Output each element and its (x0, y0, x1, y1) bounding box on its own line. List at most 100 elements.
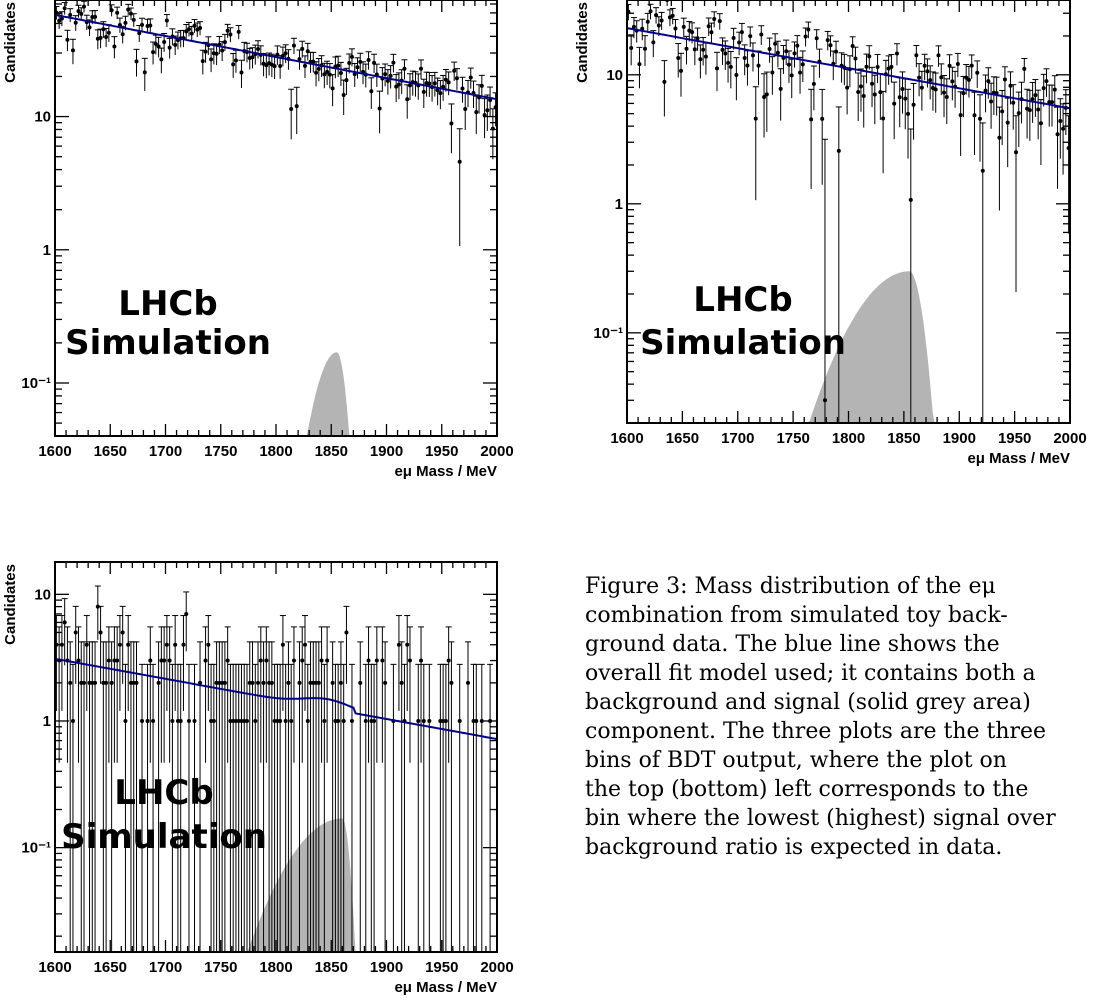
data-point (155, 36, 162, 58)
data-point (249, 641, 256, 952)
data-point (929, 71, 936, 111)
chart-panel-top-left: 1600 1650 1700 1750 1800 1850 1900 1950 2000 10⁻¹… (2, 0, 514, 480)
data-point (395, 72, 402, 100)
data-point (404, 615, 411, 711)
data-point (279, 615, 286, 711)
data-point (58, 615, 65, 711)
data-point (371, 53, 378, 73)
data-point (108, 4, 115, 17)
data-point (705, 17, 712, 36)
data-point (235, 24, 242, 40)
data-point (61, 2, 68, 15)
data-point (833, 40, 840, 65)
data-point (158, 47, 165, 74)
data-point (467, 67, 474, 89)
data-point (464, 641, 471, 952)
data-point (241, 663, 248, 952)
signal-area (759, 271, 949, 423)
data-point (379, 67, 386, 92)
data-point (866, 45, 873, 70)
data-point (384, 69, 391, 95)
data-point (114, 626, 121, 763)
data-point (199, 49, 206, 75)
data-point (354, 57, 361, 79)
data-point (794, 35, 801, 58)
x-tick-label: 1650 (666, 430, 699, 447)
simulation-label: Simulation (640, 323, 846, 363)
data-point (398, 641, 405, 952)
data-point (677, 52, 684, 97)
plot-area (55, 0, 497, 436)
data-point (116, 615, 123, 711)
data-point (747, 26, 754, 48)
data-point (697, 44, 704, 79)
data-point (81, 641, 88, 952)
data-point (797, 56, 804, 94)
data-point (451, 61, 458, 81)
caption-line: overall fit model used; it contains both… (585, 661, 1036, 686)
chart-panel-bottom-left: 1600 1650 1700 1750 1800 1850 1900 1950 2000 10⁻¹… (2, 561, 514, 996)
data-point (92, 641, 99, 952)
data-point (373, 626, 380, 763)
data-point (290, 37, 297, 55)
data-point (974, 60, 981, 88)
data-point (321, 663, 328, 952)
data-point (938, 63, 945, 96)
x-axis-title: eμ Mass / MeV (394, 979, 497, 996)
data-point (141, 57, 148, 92)
data-point (877, 73, 884, 120)
x-tick-label: 2000 (480, 443, 513, 460)
data-point (221, 33, 228, 52)
data-point (445, 71, 452, 96)
y-tick-label: 10 (34, 586, 51, 603)
x-tick-label: 2000 (1053, 430, 1086, 447)
y-tick-label: 10⁻¹ (593, 325, 623, 342)
data-point (907, 128, 914, 423)
data-point (954, 52, 961, 78)
data-point (941, 75, 948, 118)
data-point (133, 641, 140, 952)
data-point (147, 626, 154, 763)
data-point (147, 18, 154, 33)
data-point (1035, 89, 1042, 140)
data-point (271, 55, 278, 79)
data-point (434, 77, 441, 106)
data-point (111, 36, 118, 59)
data-point (774, 40, 781, 68)
data-point (1026, 89, 1033, 141)
data-point (785, 50, 792, 83)
data-point (716, 13, 723, 30)
data-point (277, 663, 284, 952)
data-point (125, 3, 132, 16)
fit-line (55, 657, 497, 741)
data-point (69, 663, 76, 952)
x-tick-label: 1950 (425, 443, 458, 460)
data-point (362, 663, 369, 952)
data-point (1024, 88, 1031, 139)
data-point (415, 663, 422, 952)
data-point (401, 663, 408, 952)
x-tick-label: 1900 (370, 443, 403, 460)
x-tick-label: 1600 (38, 959, 71, 976)
data-point (249, 47, 256, 69)
y-tick-label: 10 (606, 67, 623, 84)
data-point (1018, 81, 1025, 124)
data-point (669, 7, 676, 25)
data-point (749, 42, 756, 72)
data-point (977, 94, 984, 162)
data-point (197, 641, 204, 952)
data-point (855, 72, 862, 122)
data-point (453, 68, 460, 90)
data-point (105, 626, 112, 763)
data-point (1007, 71, 1014, 105)
data-point (824, 30, 831, 51)
data-point (205, 615, 212, 711)
data-point (255, 40, 262, 59)
data-point (246, 641, 253, 952)
data-point (968, 54, 975, 79)
x-tick-label: 1700 (721, 430, 754, 447)
lhcb-label: LHCb (118, 284, 217, 324)
data-point (473, 95, 480, 135)
data-point (155, 641, 162, 952)
data-point (473, 663, 480, 952)
